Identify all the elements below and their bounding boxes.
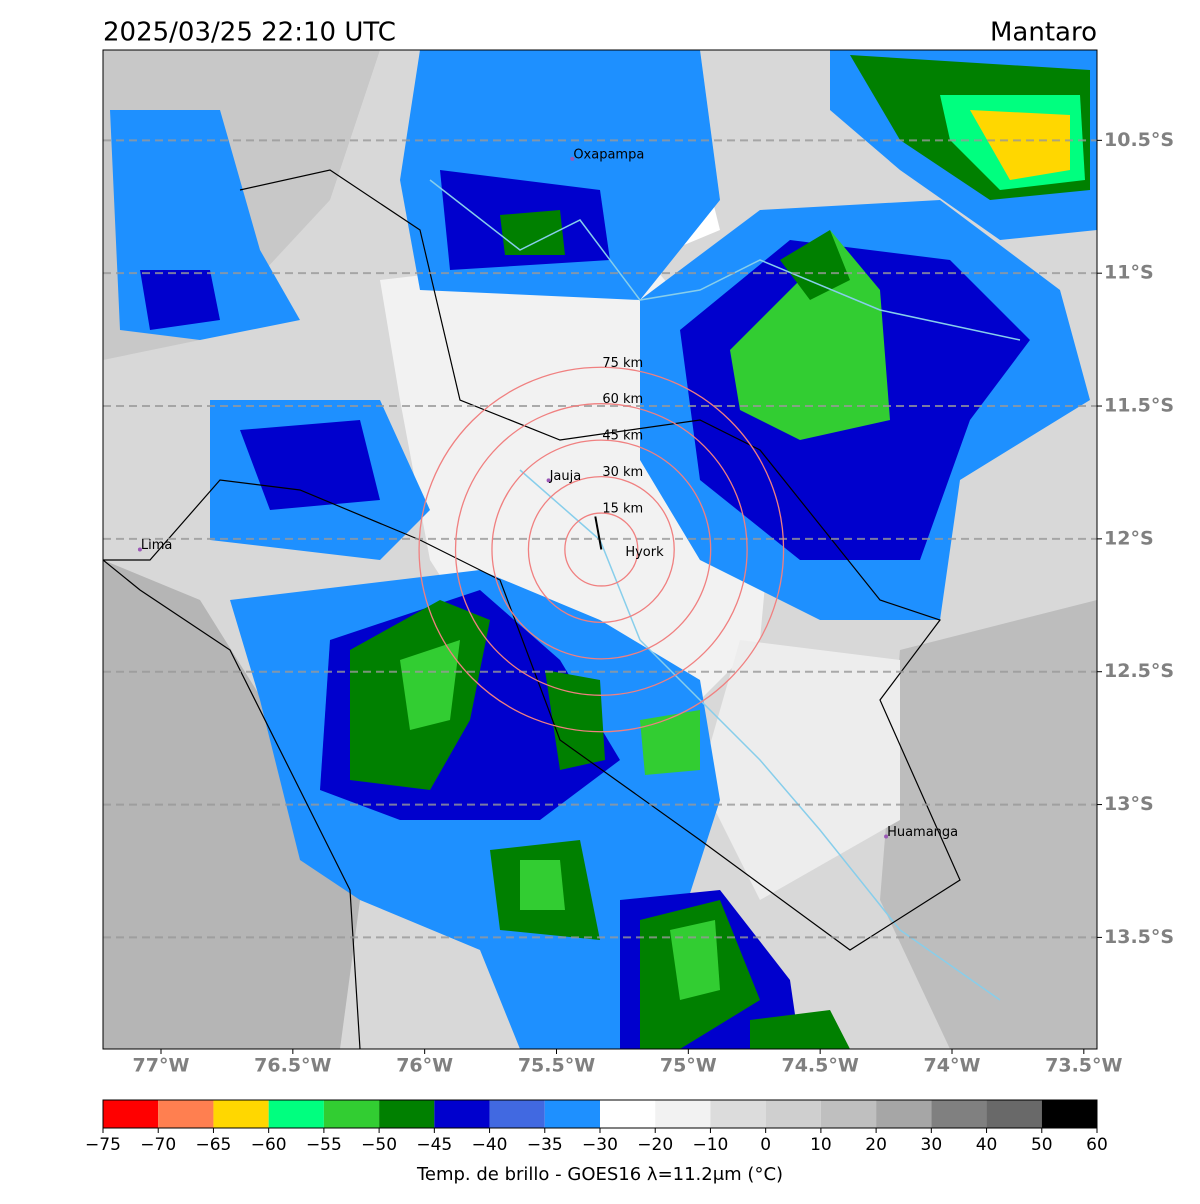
colorbar-tick-label: −50 [361,1135,397,1155]
colorbar-tick-label: 20 [865,1135,887,1155]
city-marker [570,156,575,161]
colorbar-tick-label: 0 [760,1135,771,1155]
city-label: Huamanga [887,825,958,840]
colorbar-tick-label: −30 [582,1135,618,1155]
colorbar-tick-label: −10 [692,1135,728,1155]
y-tick-label: 13°S [1104,793,1154,815]
colorbar-label: Temp. de brillo - GOES16 λ=11.2μm (°C) [416,1164,783,1185]
city-label: Lima [141,538,172,553]
city-label: Oxapampa [573,147,644,162]
colorbar-tick-label: 50 [1031,1135,1053,1155]
colorbar-tick-label: −65 [195,1135,231,1155]
range-ring-label: 60 km [602,392,643,407]
colorbar-tick-label: −35 [527,1135,563,1155]
colorbar-segment [600,1100,656,1128]
range-ring [454,403,748,696]
colorbar-tick-label: −20 [637,1135,673,1155]
colorbar-tick-label: 30 [921,1135,943,1155]
colorbar-segment [213,1100,269,1128]
colorbar-tick-label: −75 [85,1135,121,1155]
city-label: Jauja [549,469,582,484]
colorbar-segment [710,1100,766,1128]
colorbar-tick-label: 40 [976,1135,998,1155]
colorbar-segment [268,1100,324,1128]
colorbar-segment [876,1100,932,1128]
range-ring [418,366,785,733]
colorbar-segment [323,1100,380,1128]
colorbar-segment [158,1100,214,1128]
range-ring-label: 75 km [602,356,643,371]
x-tick-label: 75.5°W [518,1055,595,1077]
colorbar-segment [820,1100,877,1128]
range-ring [564,512,639,587]
colorbar: −75 −70 −65 −60 −55 −50 −45 −40 −35 −30 −20 −10 0 10 2… [85,1099,1108,1155]
x-tick-label: 76.5°W [254,1055,331,1077]
colorbar-segment [931,1100,987,1128]
y-tick-label: 13.5°S [1104,926,1174,948]
colorbar-tick-label: −60 [251,1135,287,1155]
colorbar-segment [986,1100,1042,1128]
colorbar-tick-label: 60 [1086,1135,1108,1155]
x-tick-label: 77°W [133,1055,190,1077]
range-ring-label: 30 km [602,465,643,480]
map-frame [102,49,1098,1050]
imagery [103,50,1097,1049]
range-ring-label: 15 km [602,502,643,517]
colorbar-tick-label: −40 [472,1135,508,1155]
colorbar-tick-label: −70 [140,1135,176,1155]
x-tick-label: 73.5°W [1045,1055,1122,1077]
colorbar-segment [434,1100,490,1128]
colorbar-segment [379,1100,435,1128]
range-ring [491,439,712,660]
x-tick-label: 74°W [924,1055,981,1077]
y-tick-label: 12°S [1104,527,1154,549]
colorbar-segment [1041,1100,1097,1128]
colorbar-segment [765,1100,821,1128]
title: 2025/03/25 22:10 UTC [103,18,396,48]
city-marker [884,834,889,839]
range-ring [527,475,675,624]
colorbar-segment [489,1100,545,1128]
x-tick-label: 74.5°W [781,1055,858,1077]
city-marker [137,547,142,552]
colorbar-segment [103,1100,159,1128]
y-tick-label: 11.5°S [1104,395,1174,417]
x-tick-label: 75°W [660,1055,717,1077]
y-tick-label: 12.5°S [1104,660,1174,682]
y-tick-label: 11°S [1104,262,1154,284]
radar-beam [594,516,603,550]
colorbar-tick-label: −55 [306,1135,342,1155]
radar-label: Hyork [625,545,664,560]
x-tick-label: 76°W [396,1055,453,1077]
colorbar-segment [655,1100,711,1128]
y-tick-label: 10.5°S [1104,129,1174,151]
colorbar-tick-label: −45 [416,1135,452,1155]
region: Mantaro [990,18,1097,48]
colorbar-segment [544,1100,600,1128]
colorbar-tick-label: 10 [810,1135,832,1155]
city-marker [546,478,551,483]
range-ring-label: 45 km [602,429,643,444]
overlay: 15 km 30 km 45 km 60 km 75 km Hyork Oxapampa Ja… [137,147,958,840]
